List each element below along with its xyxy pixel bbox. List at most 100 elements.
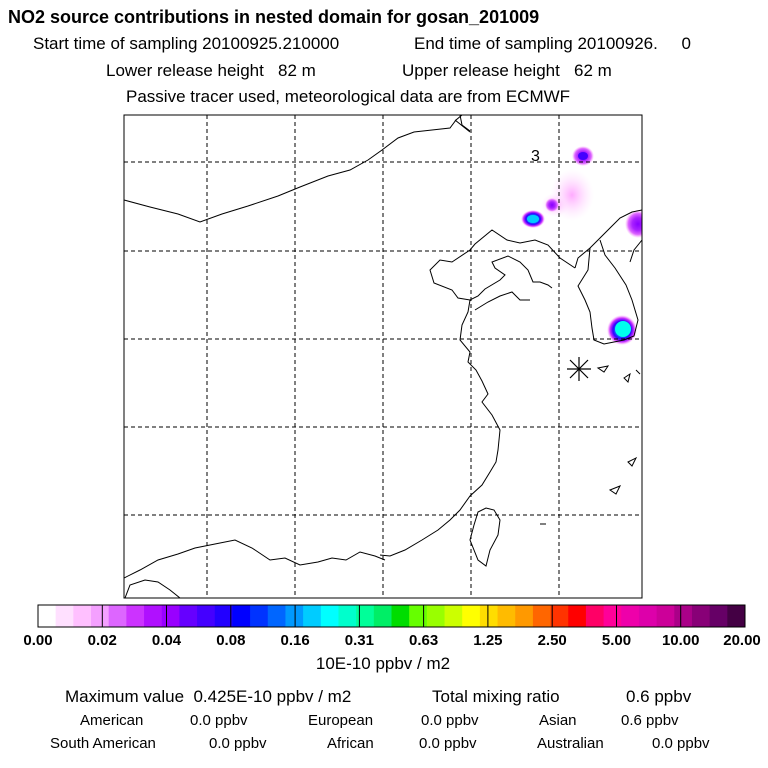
coastline [429,229,576,301]
colorbar-cell [409,605,428,627]
colorbar-cell [638,605,658,627]
colorbar-cell [38,605,57,627]
region-value: 0.0 ppbv [190,712,248,729]
colorbar-tick-label: 0.08 [216,632,246,649]
coastline [474,291,530,311]
plume-spot [545,198,559,212]
end-time: End time of sampling 20100926. 0 [414,34,691,53]
colorbar-cell [73,605,92,627]
colorbar-cell [550,605,569,627]
colorbar-tick-label: 0.16 [280,632,310,649]
colorbar-tick-label: 0.63 [409,632,439,649]
coastline [627,456,638,467]
colorbar-cell [356,605,375,627]
colorbar-cell [144,605,163,627]
colorbar-cell [585,605,605,627]
max-value: Maximum value 0.425E-10 ppbv / m2 [65,687,352,706]
border-line [574,209,642,269]
colorbar-cell [691,605,711,627]
colorbar-cell [197,605,216,627]
colorbar-cell [267,605,286,627]
colorbar-cell [214,605,233,627]
region-name: Asian [539,712,577,729]
region-name: African [327,735,374,752]
region-name: Australian [537,735,604,752]
total-mixing-value: 0.6 ppbv [626,687,692,706]
plume-spot [625,210,642,238]
coastline [623,372,631,383]
colorbar-cell [55,605,74,627]
colorbar-cell [426,605,446,627]
colorbar-cell [727,605,746,627]
colorbar-cell [250,605,269,627]
coastline [635,369,641,375]
colorbar-cell [232,605,251,627]
border-line [454,119,471,133]
coastline [608,485,622,495]
colorbar-cell [497,605,516,627]
colorbar-cell [515,605,534,627]
colorbar-cell [179,605,198,627]
colorbar-tick-label: 1.25 [473,632,503,649]
border-line [124,115,463,223]
colorbar-tick-label: 0.02 [87,632,117,649]
region-name: European [308,712,374,729]
map-frame [123,114,643,599]
colorbar-cell [373,605,392,627]
colorbar-cell [656,605,675,627]
colorbar-frame [37,604,746,628]
colorbar-tick-label: 0.31 [344,632,374,649]
coastline [577,239,639,345]
colorbar-cell [532,605,552,627]
tracer-note: Passive tracer used, meteorological data… [126,87,571,106]
upper-release-height: Upper release height 62 m [402,61,612,80]
plume-spot [527,215,539,223]
coastline [596,365,610,373]
colorbar-cell [285,605,304,627]
region-value: 0.0 ppbv [209,735,267,752]
contour-label: 3 [531,148,540,165]
start-time: Start time of sampling 20100925.210000 [33,34,340,53]
colorbar-cell [674,605,693,627]
colorbar-cell [444,605,463,627]
colorbar-cell [603,605,622,627]
border-line [124,579,181,598]
colorbar-cell [320,605,339,627]
coastline [629,239,642,263]
colorbar-cell [462,605,481,627]
colorbar-cell [391,605,410,627]
region-name: South American [50,735,156,752]
region-value: 0.0 ppbv [652,735,710,752]
colorbar-tick-label: 10.00 [661,632,700,649]
colorbar-tick-label: 0.04 [151,632,182,649]
coastline [379,299,501,557]
plume-spot [615,321,631,337]
colorbar-tick-label: 2.50 [537,632,567,649]
colorbar-cell [621,605,640,627]
border-line [459,115,471,132]
colorbar-tick-label: 0.00 [23,632,53,649]
lower-release-height: Lower release height 82 m [106,61,316,80]
region-value: 0.0 ppbv [421,712,479,729]
colorbar-tick-label: 5.00 [601,632,632,649]
region-value: 0.6 ppbv [621,712,679,729]
plume-spot [578,152,588,160]
region-name: American [80,712,144,729]
colorbar-tick-label: 20.00 [723,632,761,649]
colorbar-cell [568,605,587,627]
colorbar-cell [479,605,499,627]
border-line [124,539,386,579]
colorbar-unit: 10E-10 ppbv / m2 [315,654,451,673]
colorbar-cell [91,605,110,627]
total-mixing-label: Total mixing ratio [432,687,560,706]
station-marker [567,357,591,381]
colorbar-cell [108,605,127,627]
colorbar-cell [161,605,180,627]
colorbar-cell [338,605,357,627]
colorbar-cell [709,605,728,627]
colorbar-cell [303,605,322,627]
colorbar-cell [126,605,145,627]
region-value: 0.0 ppbv [419,735,477,752]
